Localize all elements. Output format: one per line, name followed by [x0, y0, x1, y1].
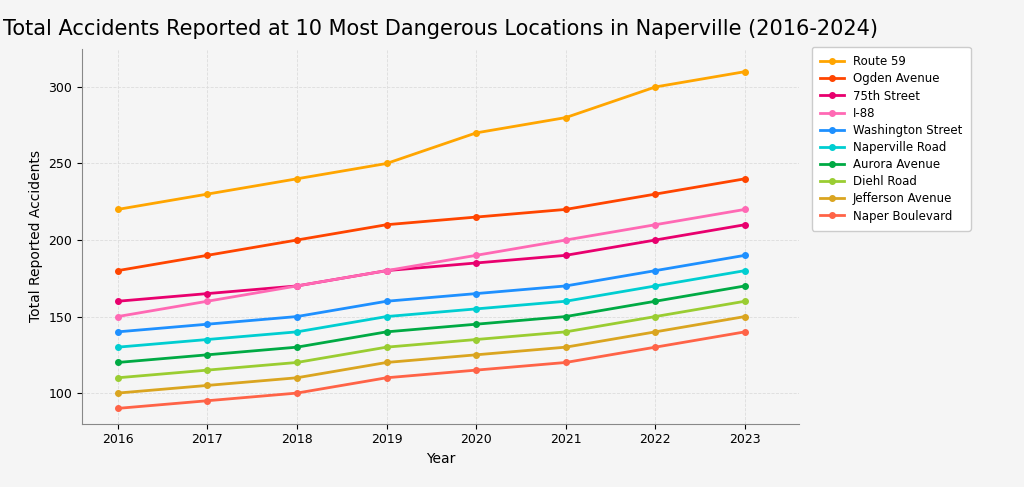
75th Street [739, 222, 752, 227]
Diehl Road [291, 359, 303, 365]
Route 59 [381, 161, 393, 167]
75th Street [202, 291, 214, 297]
Washington Street [202, 321, 214, 327]
75th Street [560, 252, 572, 258]
Line: Ogden Avenue: Ogden Avenue [115, 176, 748, 273]
Aurora Avenue [291, 344, 303, 350]
Diehl Road [649, 314, 662, 319]
75th Street [291, 283, 303, 289]
Naperville Road [739, 268, 752, 274]
Title: Total Accidents Reported at 10 Most Dangerous Locations in Naperville (2016-2024: Total Accidents Reported at 10 Most Dang… [3, 19, 878, 39]
I-88 [202, 299, 214, 304]
Naperville Road [381, 314, 393, 319]
Route 59 [739, 69, 752, 75]
Ogden Avenue [649, 191, 662, 197]
Washington Street [560, 283, 572, 289]
I-88 [739, 206, 752, 212]
Line: Route 59: Route 59 [115, 69, 748, 212]
Aurora Avenue [739, 283, 752, 289]
75th Street [470, 260, 482, 266]
I-88 [291, 283, 303, 289]
Ogden Avenue [202, 252, 214, 258]
Line: I-88: I-88 [115, 206, 748, 319]
Naperville Road [560, 299, 572, 304]
Naper Boulevard [649, 344, 662, 350]
75th Street [649, 237, 662, 243]
Naperville Road [470, 306, 482, 312]
Jefferson Avenue [470, 352, 482, 358]
Aurora Avenue [560, 314, 572, 319]
75th Street [381, 268, 393, 274]
Ogden Avenue [381, 222, 393, 227]
Washington Street [739, 252, 752, 258]
Line: Aurora Avenue: Aurora Avenue [115, 283, 748, 365]
I-88 [560, 237, 572, 243]
Line: Washington Street: Washington Street [115, 253, 748, 335]
Jefferson Avenue [112, 390, 124, 396]
Route 59 [112, 206, 124, 212]
Y-axis label: Total Reported Accidents: Total Reported Accidents [29, 150, 43, 322]
Route 59 [649, 84, 662, 90]
Line: Naperville Road: Naperville Road [115, 268, 748, 350]
Jefferson Avenue [560, 344, 572, 350]
Diehl Road [560, 329, 572, 335]
Washington Street [291, 314, 303, 319]
Route 59 [470, 130, 482, 136]
Naperville Road [649, 283, 662, 289]
Line: Jefferson Avenue: Jefferson Avenue [115, 314, 748, 396]
Line: Diehl Road: Diehl Road [115, 299, 748, 380]
Route 59 [202, 191, 214, 197]
Ogden Avenue [560, 206, 572, 212]
I-88 [112, 314, 124, 319]
Route 59 [560, 114, 572, 120]
Ogden Avenue [470, 214, 482, 220]
Aurora Avenue [202, 352, 214, 358]
Diehl Road [470, 337, 482, 342]
Diehl Road [202, 367, 214, 373]
Ogden Avenue [112, 268, 124, 274]
Diehl Road [739, 299, 752, 304]
Line: Naper Boulevard: Naper Boulevard [115, 329, 748, 411]
Naper Boulevard [112, 406, 124, 412]
Naperville Road [202, 337, 214, 342]
Naperville Road [291, 329, 303, 335]
Route 59 [291, 176, 303, 182]
Washington Street [112, 329, 124, 335]
Jefferson Avenue [649, 329, 662, 335]
Diehl Road [112, 375, 124, 381]
Naper Boulevard [202, 398, 214, 404]
I-88 [381, 268, 393, 274]
Jefferson Avenue [739, 314, 752, 319]
Jefferson Avenue [202, 382, 214, 388]
Naperville Road [112, 344, 124, 350]
Diehl Road [381, 344, 393, 350]
I-88 [649, 222, 662, 227]
Aurora Avenue [381, 329, 393, 335]
Naper Boulevard [739, 329, 752, 335]
X-axis label: Year: Year [426, 452, 455, 466]
Ogden Avenue [739, 176, 752, 182]
Jefferson Avenue [381, 359, 393, 365]
Aurora Avenue [649, 299, 662, 304]
Aurora Avenue [112, 359, 124, 365]
Washington Street [470, 291, 482, 297]
Naper Boulevard [381, 375, 393, 381]
I-88 [470, 252, 482, 258]
Washington Street [649, 268, 662, 274]
Washington Street [381, 299, 393, 304]
Naper Boulevard [560, 359, 572, 365]
Line: 75th Street: 75th Street [115, 222, 748, 304]
75th Street [112, 299, 124, 304]
Naper Boulevard [291, 390, 303, 396]
Jefferson Avenue [291, 375, 303, 381]
Aurora Avenue [470, 321, 482, 327]
Ogden Avenue [291, 237, 303, 243]
Naper Boulevard [470, 367, 482, 373]
Legend: Route 59, Ogden Avenue, 75th Street, I-88, Washington Street, Naperville Road, A: Route 59, Ogden Avenue, 75th Street, I-8… [812, 47, 971, 231]
